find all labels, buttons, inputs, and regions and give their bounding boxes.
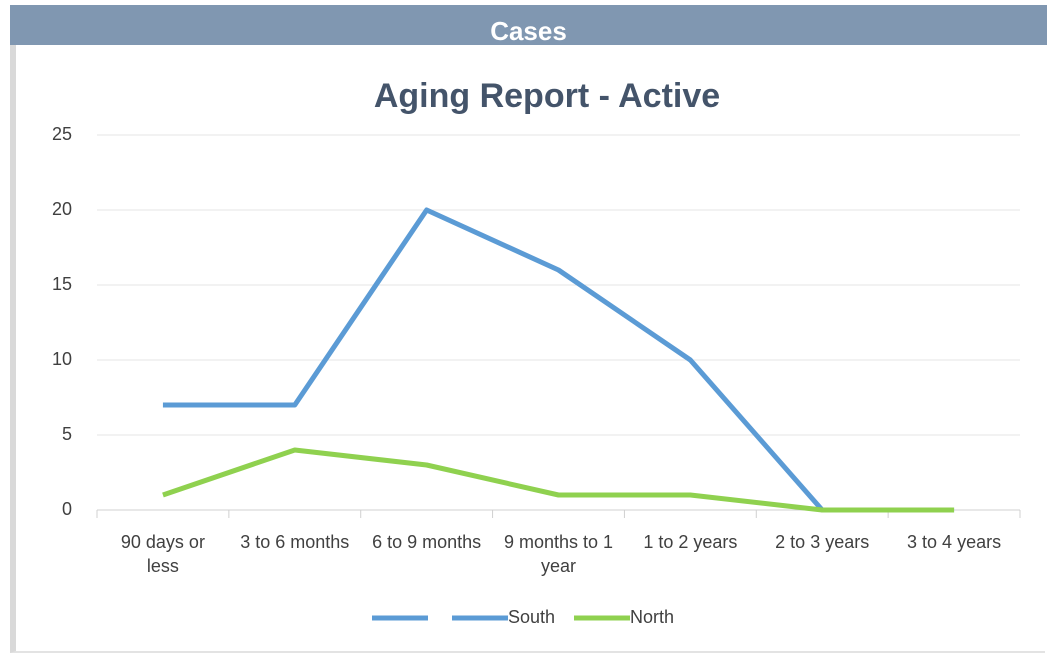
x-tick-label: 90 days or less: [120, 532, 205, 576]
y-tick-label: 20: [52, 199, 72, 219]
series-line: [162, 447, 955, 513]
y-tick-label: 25: [52, 124, 72, 144]
x-tick-label: 1 to 2 years: [643, 532, 738, 552]
y-tick-label: 5: [62, 424, 72, 444]
x-tick-label: 2 to 3 years: [775, 532, 870, 552]
x-tick-label: 3 to 4 years: [907, 532, 1002, 552]
y-tick-label: 0: [62, 499, 72, 519]
x-tick-label: 9 months to 1 year: [503, 532, 614, 576]
x-tick-label: 3 to 6 months: [240, 532, 350, 552]
chart-panel: [10, 45, 1045, 653]
legend-label: North: [630, 607, 674, 627]
panel-header: Cases: [10, 5, 1047, 46]
y-tick-label: 15: [52, 274, 72, 294]
chart-title: Aging Report - Active: [374, 77, 720, 115]
x-tick-label: 6 to 9 months: [372, 532, 482, 552]
legend-label: South: [508, 607, 555, 627]
y-tick-label: 10: [52, 349, 72, 369]
